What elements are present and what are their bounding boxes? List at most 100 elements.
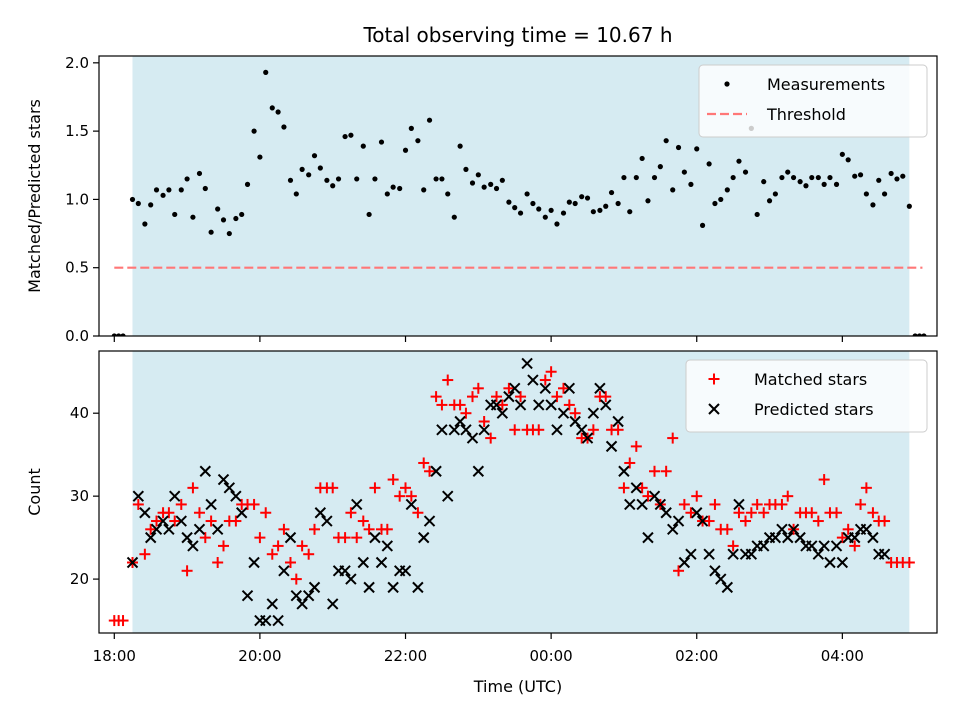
data-point (132, 490, 145, 502)
data-point (696, 515, 709, 527)
data-point-stroke (423, 515, 436, 527)
data-point (132, 498, 144, 510)
data-point-stroke (418, 531, 430, 544)
data-point (145, 523, 157, 535)
data-point (685, 507, 697, 519)
data-point (454, 399, 466, 411)
data-point (144, 531, 157, 544)
data-point (727, 548, 739, 560)
legend-label: Matched stars (754, 370, 867, 389)
data-point (706, 161, 712, 167)
data-point-stroke (314, 507, 327, 519)
data-point-stroke (806, 540, 818, 552)
data-point (673, 565, 685, 577)
data-point-stroke (782, 531, 794, 544)
data-point (900, 173, 906, 179)
data-point (317, 165, 323, 171)
data-point-stroke (466, 432, 479, 444)
data-point-stroke (715, 573, 727, 585)
data-point (912, 333, 918, 336)
data-point-stroke (642, 531, 654, 544)
data-point (827, 174, 833, 181)
data-point-stroke (132, 490, 145, 502)
data-point (260, 507, 272, 519)
data-point (651, 174, 658, 181)
data-point (833, 181, 840, 187)
data-point (699, 222, 706, 228)
series-measurements (111, 69, 927, 336)
data-point (694, 146, 700, 152)
data-point-stroke (527, 374, 539, 386)
data-point-stroke (612, 415, 624, 428)
data-point (175, 515, 187, 527)
data-point-stroke (211, 523, 224, 536)
data-point-stroke (412, 581, 424, 594)
data-point (806, 507, 818, 519)
data-point (175, 498, 187, 510)
data-point (733, 507, 745, 519)
data-point (460, 424, 472, 436)
data-point (551, 391, 563, 403)
data-point (878, 548, 891, 560)
data-point (293, 191, 299, 197)
data-point (418, 531, 430, 544)
data-point-stroke (539, 382, 552, 395)
data-point (521, 357, 533, 370)
data-point (860, 482, 872, 494)
data-point (296, 598, 308, 610)
plot-marks (108, 357, 915, 627)
data-point (290, 589, 303, 602)
data-point (831, 507, 843, 519)
plot-frame (98, 55, 938, 337)
data-point (433, 176, 439, 182)
data-point (545, 399, 557, 411)
data-point (721, 581, 734, 594)
data-point-stroke (175, 515, 187, 527)
data-point (472, 465, 485, 477)
data-point (863, 191, 869, 197)
data-point (169, 515, 181, 527)
data-point-stroke (794, 531, 806, 544)
data-point-stroke (490, 399, 503, 411)
data-point-stroke (248, 556, 260, 569)
data-point (603, 203, 609, 209)
data-point-stroke (654, 498, 667, 511)
x-tick-label: 02:00 (675, 647, 718, 665)
data-point (327, 482, 339, 494)
data-point-stroke (563, 382, 576, 395)
data-point (821, 181, 827, 187)
x-tick-label: 20:00 (238, 647, 281, 665)
data-point-stroke (223, 482, 236, 494)
data-point (205, 498, 217, 511)
data-point (621, 174, 627, 181)
data-point (226, 230, 232, 237)
plot-frame (98, 350, 938, 634)
data-point-stroke (514, 399, 527, 411)
data-point (166, 187, 172, 193)
data-point (903, 557, 915, 568)
data-point-stroke (836, 556, 849, 569)
data-point (667, 523, 679, 536)
data-point-stroke (405, 498, 418, 511)
data-point (627, 209, 633, 215)
data-point (758, 540, 770, 552)
data-point-stroke (339, 565, 351, 577)
data-point-stroke (824, 556, 836, 569)
data-point (514, 399, 527, 411)
data-point (324, 177, 330, 183)
data-point-stroke (163, 523, 175, 536)
data-point-stroke (769, 531, 782, 544)
data-point (517, 210, 524, 216)
data-point (424, 465, 436, 477)
data-point (560, 210, 567, 216)
data-point (636, 498, 648, 511)
data-point-stroke (624, 498, 636, 511)
data-point (845, 157, 851, 163)
data-point (754, 211, 760, 218)
data-point (624, 457, 636, 469)
data-point (139, 507, 151, 519)
data-point (412, 581, 424, 594)
data-point (718, 196, 724, 203)
data-point (360, 143, 366, 149)
